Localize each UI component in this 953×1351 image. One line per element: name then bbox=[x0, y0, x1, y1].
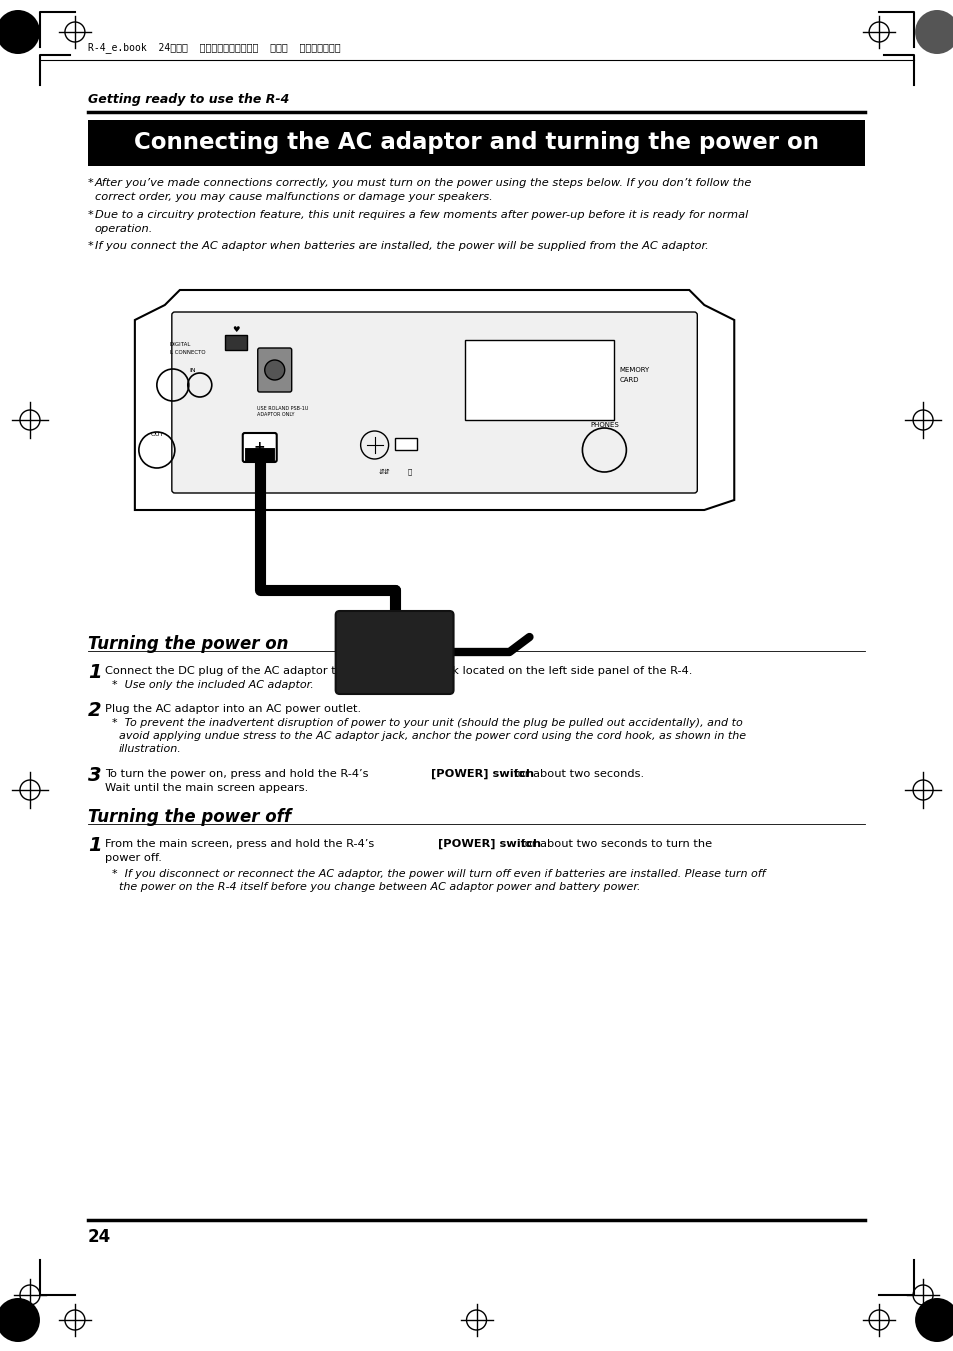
Text: If you connect the AC adaptor when batteries are installed, the power will be su: If you connect the AC adaptor when batte… bbox=[94, 240, 708, 251]
Text: 2: 2 bbox=[88, 701, 101, 720]
Text: After you’ve made connections correctly, you must turn on the power using the st: After you’ve made connections correctly,… bbox=[94, 178, 752, 188]
FancyBboxPatch shape bbox=[335, 611, 453, 694]
Text: Turning the power off: Turning the power off bbox=[88, 808, 291, 825]
Text: 1: 1 bbox=[88, 836, 101, 855]
Text: PHONES: PHONES bbox=[589, 422, 618, 428]
Text: power off.: power off. bbox=[105, 852, 162, 863]
Text: operation.: operation. bbox=[94, 224, 153, 234]
Text: Connecting the AC adaptor and turning the power on: Connecting the AC adaptor and turning th… bbox=[133, 131, 819, 154]
FancyBboxPatch shape bbox=[172, 312, 697, 493]
Text: DIGITAL: DIGITAL bbox=[170, 343, 191, 347]
Text: for about two seconds to turn the: for about two seconds to turn the bbox=[517, 839, 712, 848]
Text: IN: IN bbox=[190, 367, 196, 373]
Text: 1: 1 bbox=[88, 663, 101, 682]
Text: Wait until the main screen appears.: Wait until the main screen appears. bbox=[105, 784, 308, 793]
Text: *  To prevent the inadvertent disruption of power to your unit (should the plug : * To prevent the inadvertent disruption … bbox=[112, 717, 741, 728]
Text: R-4_e.book  24ページ  ２００５年２月１０日  木曜日  午後３時３６分: R-4_e.book 24ページ ２００５年２月１０日 木曜日 午後３時３６分 bbox=[88, 42, 340, 54]
Circle shape bbox=[914, 1298, 953, 1342]
Text: the power on the R-4 itself before you change between AC adaptor power and batte: the power on the R-4 itself before you c… bbox=[119, 882, 639, 892]
Text: [POWER] switch: [POWER] switch bbox=[430, 769, 533, 780]
Text: [POWER] switch: [POWER] switch bbox=[437, 839, 540, 850]
Text: *  If you disconnect or reconnect the AC adaptor, the power will turn off even i: * If you disconnect or reconnect the AC … bbox=[112, 869, 764, 880]
Text: for about two seconds.: for about two seconds. bbox=[510, 769, 644, 780]
Polygon shape bbox=[134, 290, 734, 509]
Text: Due to a circuitry protection feature, this unit requires a few moments after po: Due to a circuitry protection feature, t… bbox=[94, 209, 747, 220]
Text: Turning the power on: Turning the power on bbox=[88, 635, 288, 653]
Text: correct order, you may cause malfunctions or damage your speakers.: correct order, you may cause malfunction… bbox=[94, 192, 492, 203]
Text: *: * bbox=[88, 240, 93, 251]
Text: ADAPTOR ONLY: ADAPTOR ONLY bbox=[256, 412, 294, 416]
Circle shape bbox=[265, 359, 284, 380]
Text: To turn the power on, press and hold the R-4’s: To turn the power on, press and hold the… bbox=[105, 769, 372, 780]
FancyBboxPatch shape bbox=[225, 335, 247, 350]
Text: MEMORY: MEMORY bbox=[618, 367, 649, 373]
Text: 🔒: 🔒 bbox=[407, 469, 412, 476]
Text: OUT: OUT bbox=[150, 432, 163, 438]
Text: *: * bbox=[88, 209, 93, 220]
FancyBboxPatch shape bbox=[464, 340, 614, 420]
Text: L CONNECTO: L CONNECTO bbox=[170, 350, 205, 355]
Text: ♥: ♥ bbox=[232, 326, 239, 335]
Text: *  Use only the included AC adaptor.: * Use only the included AC adaptor. bbox=[112, 680, 314, 690]
Text: Getting ready to use the R-4: Getting ready to use the R-4 bbox=[88, 93, 289, 107]
Text: USE ROLAND PSB-1U: USE ROLAND PSB-1U bbox=[256, 405, 308, 411]
Text: illustration.: illustration. bbox=[119, 744, 181, 754]
FancyBboxPatch shape bbox=[88, 120, 864, 166]
Text: Plug the AC adaptor into an AC power outlet.: Plug the AC adaptor into an AC power out… bbox=[105, 704, 360, 713]
Circle shape bbox=[0, 1298, 40, 1342]
Text: +: + bbox=[253, 440, 265, 454]
Text: CARD: CARD bbox=[618, 377, 639, 382]
Text: 24: 24 bbox=[88, 1228, 112, 1246]
Text: ⇵⇵: ⇵⇵ bbox=[378, 469, 390, 476]
Circle shape bbox=[0, 9, 40, 54]
Circle shape bbox=[914, 9, 953, 54]
Text: 3: 3 bbox=[88, 766, 101, 785]
FancyBboxPatch shape bbox=[242, 434, 276, 462]
Text: *: * bbox=[88, 178, 93, 188]
Text: avoid applying undue stress to the AC adaptor jack, anchor the power cord using : avoid applying undue stress to the AC ad… bbox=[119, 731, 745, 740]
FancyBboxPatch shape bbox=[395, 438, 416, 450]
FancyBboxPatch shape bbox=[257, 349, 292, 392]
Text: Connect the DC plug of the AC adaptor to the AC adaptor jack located on the left: Connect the DC plug of the AC adaptor to… bbox=[105, 666, 692, 676]
Text: From the main screen, press and hold the R-4’s: From the main screen, press and hold the… bbox=[105, 839, 377, 848]
